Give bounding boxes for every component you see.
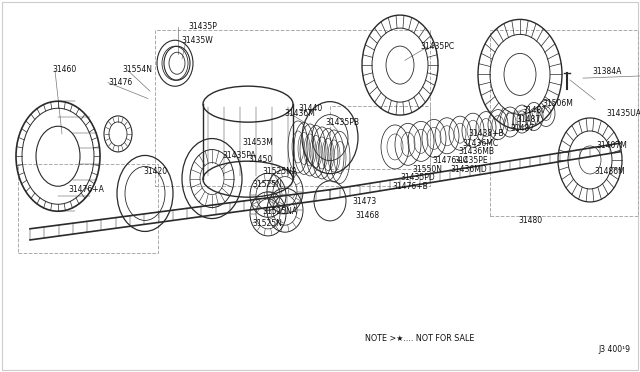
Text: 31450: 31450 (248, 155, 272, 164)
Text: 31420: 31420 (143, 167, 167, 176)
Text: 31525NA: 31525NA (262, 167, 297, 176)
Text: 31453M: 31453M (242, 138, 273, 147)
Text: 31436MB: 31436MB (458, 147, 494, 156)
Text: 31554N: 31554N (122, 65, 152, 74)
Text: 31436M: 31436M (284, 109, 315, 118)
Text: 31460: 31460 (52, 65, 76, 74)
Text: 31435PE: 31435PE (454, 156, 488, 165)
Text: 31468: 31468 (355, 211, 379, 219)
Text: 31435PC: 31435PC (420, 42, 454, 51)
Text: 31384A: 31384A (592, 67, 621, 76)
Text: NOTE >★.... NOT FOR SALE: NOTE >★.... NOT FOR SALE (365, 334, 474, 343)
Text: 31435W: 31435W (181, 36, 212, 45)
Text: 31486M: 31486M (594, 167, 625, 176)
Text: 31435PD: 31435PD (400, 173, 435, 182)
Text: 31440: 31440 (298, 105, 323, 113)
Text: 31525N: 31525N (252, 180, 282, 189)
Text: 31436MC: 31436MC (462, 139, 498, 148)
Text: 31525N: 31525N (252, 219, 282, 228)
Text: 31438+B: 31438+B (468, 129, 504, 138)
Bar (490, 30, 638, 216)
Text: 31487: 31487 (510, 124, 534, 133)
Text: 31550N: 31550N (412, 165, 442, 174)
Text: 31407M: 31407M (596, 141, 627, 150)
Text: J3 400¹9: J3 400¹9 (598, 345, 630, 354)
Text: 31506M: 31506M (542, 99, 573, 108)
Text: 31435P: 31435P (188, 22, 217, 31)
Text: 31487: 31487 (522, 106, 546, 115)
Bar (330, 106, 430, 169)
Text: 31476: 31476 (108, 78, 132, 87)
Text: 31476+B: 31476+B (392, 182, 428, 191)
Text: 31473: 31473 (352, 197, 376, 206)
Text: 31476+C: 31476+C (432, 156, 468, 165)
Text: 31436MD: 31436MD (450, 165, 487, 174)
Text: 31435UA: 31435UA (606, 109, 640, 118)
Text: 31435PA: 31435PA (222, 151, 255, 160)
Text: 31435PB: 31435PB (325, 118, 359, 126)
Text: 31480: 31480 (518, 216, 542, 225)
Text: 31525NA: 31525NA (262, 207, 297, 216)
Bar (155, 30, 430, 186)
Bar (18, 164, 158, 253)
Text: 31487: 31487 (516, 115, 540, 124)
Text: 31476+A: 31476+A (68, 185, 104, 194)
